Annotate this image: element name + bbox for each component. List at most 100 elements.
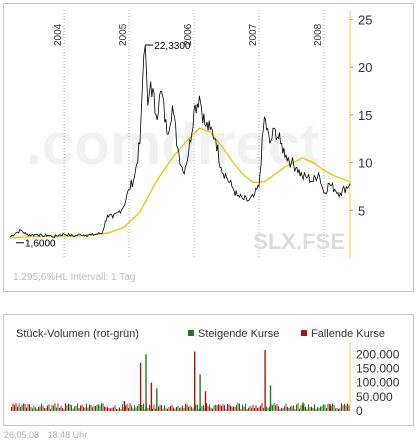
volume-bar (299, 408, 300, 411)
volume-bar (147, 407, 149, 411)
performance-value: 1.295,6% (13, 272, 56, 283)
volume-bar (134, 405, 135, 411)
volume-bar (315, 408, 317, 411)
volume-bar (63, 408, 65, 411)
volume-bar (119, 407, 120, 411)
volume-bar (339, 408, 341, 411)
volume-bar (137, 405, 138, 411)
volume-bar (269, 406, 270, 411)
volume-bar (306, 408, 308, 411)
volume-bar (297, 403, 299, 411)
volume-bar (165, 408, 167, 411)
volume-bar (273, 403, 275, 411)
volume-y-tick-label-2: 100.000 (356, 376, 400, 390)
volume-bar (81, 404, 83, 411)
max-label: 22,3300 (154, 41, 191, 52)
volume-bar (186, 404, 188, 411)
volume-spike-11 (329, 403, 331, 411)
volume-bar (144, 408, 146, 411)
volume-bar (216, 405, 218, 411)
volume-bar (62, 407, 63, 411)
volume-bar (237, 403, 239, 411)
volume-bar (180, 407, 182, 411)
volume-bar (336, 408, 338, 411)
volume-spike-8 (269, 385, 272, 411)
volume-bar (324, 404, 326, 411)
volume-bar (293, 405, 294, 411)
volume-bar (197, 404, 198, 411)
volume-bar (317, 407, 318, 411)
volume-bar (93, 406, 95, 411)
volume-bar (225, 408, 227, 411)
volume-bar (29, 404, 30, 411)
volume-bar (162, 408, 164, 411)
volume-bar (326, 408, 327, 411)
volume-y-tick-label-0: 0 (356, 404, 363, 418)
volume-spike-1 (145, 354, 147, 411)
volume-bar (347, 403, 348, 411)
volume-bar (215, 404, 216, 411)
min-label: 1,6000 (25, 239, 56, 250)
volume-bar (90, 404, 92, 411)
volume-bar (149, 404, 150, 411)
volume-bar (252, 404, 254, 411)
x-tick-label-2004: 2004 (53, 23, 64, 46)
volume-bar (294, 408, 296, 411)
volume-bar (68, 403, 69, 411)
volume-bar (129, 403, 131, 411)
volume-bar (246, 408, 248, 411)
volume-bar (95, 406, 96, 411)
volume-bar (291, 406, 293, 411)
volume-bar (218, 404, 219, 411)
volume-bar (300, 405, 302, 411)
volume-bar (285, 403, 287, 411)
volume-bar (281, 408, 282, 411)
volume-bar (23, 403, 24, 411)
volume-spike-10 (302, 402, 304, 411)
volume-spike-6 (204, 391, 207, 411)
volume-bar (342, 405, 344, 411)
volume-bar (131, 405, 132, 411)
volume-bar (341, 403, 342, 411)
volume-bar (177, 405, 179, 411)
volume-bar (71, 405, 72, 411)
volume-bar (96, 404, 98, 411)
volume-bar (173, 407, 174, 411)
volume-bar (170, 406, 171, 411)
legend-falling-swatch (301, 330, 307, 337)
y-tick-label-20: 20 (358, 60, 372, 75)
volume-bar (155, 408, 156, 411)
volume-bar (345, 405, 347, 411)
volume-bar (266, 406, 267, 411)
volume-bar (275, 405, 276, 411)
volume-bar (314, 404, 315, 411)
volume-bar (209, 404, 210, 411)
volume-bar (167, 408, 168, 411)
volume-bar (185, 403, 186, 411)
volume-bar (114, 405, 116, 411)
volume-bar (152, 408, 153, 411)
x-tick-label-2008: 2008 (313, 23, 324, 46)
volume-chart-panel: 0 50.000 100.000 150.000 200.000 Stück-Volum… (3, 314, 414, 426)
volume-bar (51, 404, 53, 411)
volume-bar (120, 408, 122, 411)
volume-bar (263, 407, 264, 411)
volume-bar (24, 403, 26, 411)
volume-bar (21, 404, 23, 411)
volume-bar (333, 404, 335, 411)
volume-bar (231, 406, 233, 411)
volume-bar (210, 407, 212, 411)
volume-bar (258, 407, 260, 411)
volume-bar (311, 406, 312, 411)
footer-time: 18:48 Uhr (47, 430, 88, 440)
volume-spike-2 (150, 382, 153, 411)
volume-y-tick-label-3: 150.000 (356, 362, 400, 376)
volume-bar (72, 408, 74, 411)
volume-bar (338, 409, 339, 411)
volume-bar (39, 406, 41, 411)
volume-bar (230, 405, 231, 411)
price-chart: .comdirect 2004 2005 2006 2007 2008 5 10 15 20 25 S… (9, 10, 372, 258)
hl-label: HL (55, 272, 68, 283)
volume-spike-0 (139, 362, 142, 411)
